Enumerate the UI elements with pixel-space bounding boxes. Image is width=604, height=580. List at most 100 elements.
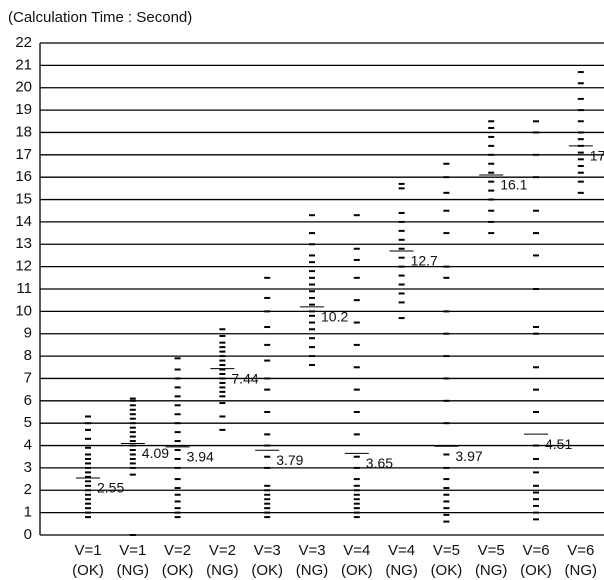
data-point [353,511,360,514]
data-point [219,386,226,389]
y-tick-label: 5 [24,414,32,431]
y-tick-label: 19 [15,101,32,118]
data-point [577,131,584,134]
data-point [264,276,271,279]
x-tick-label: V=5 [478,542,505,559]
data-point [353,276,360,279]
data-point [129,404,136,407]
mean-label: 4.51 [545,436,572,452]
data-point [398,256,405,259]
data-point [264,502,271,505]
data-point [174,395,181,398]
data-point [443,513,450,516]
data-point [577,171,584,174]
data-point [353,516,360,519]
data-point [398,301,405,304]
y-tick-label: 8 [24,347,32,364]
data-point [488,232,495,235]
data-point [353,411,360,413]
data-point [264,455,271,458]
data-point [219,334,226,337]
data-point [488,162,495,165]
mean-label: 3.94 [187,449,214,465]
data-point [174,493,181,496]
y-tick-label: 2 [24,481,32,498]
data-point [443,209,450,212]
data-point [443,265,450,268]
data-point [353,343,360,346]
data-point [353,321,360,324]
x-tick-label: (NG) [296,562,329,579]
data-point [219,415,226,418]
data-point [174,413,181,416]
y-tick-label: 10 [15,302,32,319]
data-point [353,478,360,481]
data-point [309,314,315,317]
data-point [488,135,495,138]
data-point [85,489,91,492]
data-point [577,120,584,123]
data-point [533,411,539,413]
y-tick-label: 17 [15,146,32,163]
mean-label: 2.55 [97,480,124,496]
data-point [309,346,315,349]
data-point [264,498,271,501]
data-point [219,350,226,353]
data-point [85,507,91,510]
data-point [219,428,226,431]
y-tick-label: 18 [15,123,32,140]
data-point [533,498,539,501]
data-point [398,274,405,277]
data-point [353,493,360,496]
data-point [264,377,271,380]
x-tick-label: (NG) [565,562,598,579]
data-point [488,220,495,223]
data-point [85,466,91,469]
data-point [264,516,271,519]
y-tick-label: 9 [24,325,32,342]
data-point [129,440,136,443]
data-point [533,388,539,391]
data-point [443,507,450,510]
data-point [129,457,136,460]
data-point [443,377,450,380]
x-tick-label: V=4 [343,542,370,559]
data-point [309,270,315,273]
data-point [353,466,360,469]
data-point [398,220,405,223]
y-tick-label: 4 [24,437,32,454]
data-point [309,364,315,367]
x-tick-label: V=6 [567,542,594,559]
data-point [129,466,136,469]
data-point [533,491,539,494]
data-point [129,534,136,536]
y-tick-label: 20 [15,79,32,96]
data-point [577,180,584,183]
data-point [398,187,405,190]
data-point [533,176,539,179]
data-point [353,214,360,217]
data-point [443,310,450,313]
x-tick-label: V=1 [119,542,146,559]
data-point [398,317,405,320]
data-point [174,487,181,490]
data-point [398,238,405,241]
data-point [577,138,584,141]
data-point [174,357,181,360]
data-point [309,261,315,264]
data-point [129,408,136,411]
data-point [533,153,539,156]
data-point [309,296,315,299]
data-point [488,171,495,174]
data-point [309,232,315,235]
data-point [219,359,226,362]
data-point [85,516,91,519]
data-point [264,388,271,391]
x-tick-label: (OK) [341,562,373,579]
data-point [353,433,360,436]
data-point [533,484,539,487]
x-tick-label: V=2 [164,542,191,559]
data-point [85,462,91,465]
data-point [398,292,405,295]
